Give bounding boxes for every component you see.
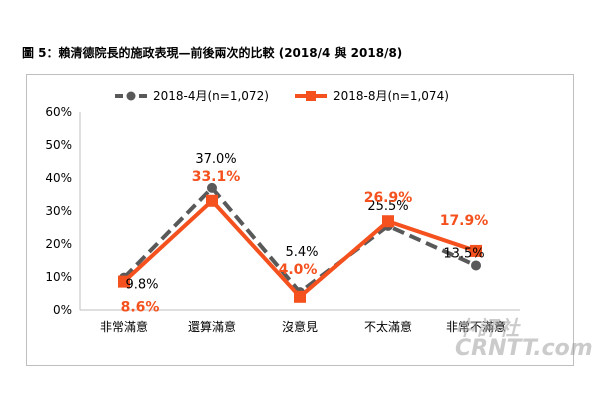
watermark-top: 中評社 [455, 316, 521, 340]
x-tick-label: 不太滿意 [364, 319, 412, 334]
watermark-bottom: CRNTT.com [455, 336, 593, 361]
data-point-s1 [471, 260, 481, 271]
data-label-s1: 25.5% [367, 199, 408, 214]
data-point-s1 [207, 182, 217, 193]
data-label-s2: 26.9% [364, 190, 413, 206]
data-point-s2 [206, 194, 218, 207]
watermark: 中評社 CRNTT.com [455, 318, 593, 360]
chart-frame [26, 74, 574, 366]
x-tick-label: 非常不滿意 [446, 319, 506, 334]
data-label-s1: 13.5% [443, 246, 484, 261]
x-tick-label: 還算滿意 [188, 319, 236, 334]
legend-marker-1 [126, 91, 136, 101]
legend-marker-2 [306, 91, 316, 101]
y-tick-label: 10% [45, 270, 72, 284]
legend-label-2: 2018-8月(n=1,074) [333, 89, 449, 103]
y-tick-label: 0% [53, 303, 72, 317]
y-tick-label: 30% [45, 204, 72, 218]
data-label-s1: 9.8% [125, 278, 158, 293]
data-label-s2: 33.1% [192, 169, 241, 185]
chart-legend: 2018-4月(n=1,072) 2018-8月(n=1,074) [115, 89, 449, 103]
data-label-s1: 5.4% [285, 245, 318, 260]
x-tick-label: 非常滿意 [100, 319, 148, 334]
data-label-s1: 37.0% [195, 152, 236, 167]
figure-caption: 圖 5：賴清德院長的施政表現—前後兩次的比較 (2018/4 與 2018/8) [22, 46, 403, 60]
chart-data-labels: 9.8% 37.0% 5.4% 25.5% 13.5% 8.6% 33.1% 4.0% 26.9… [121, 152, 489, 316]
data-point-s2 [294, 290, 306, 303]
data-point-s2 [470, 244, 482, 257]
y-tick-label: 60% [45, 105, 72, 119]
chart-series [118, 182, 482, 303]
data-point-s2 [118, 275, 130, 288]
data-point-s2 [382, 215, 394, 228]
y-tick-label: 50% [45, 138, 72, 152]
chart-axes: 0% 10% 20% 30% 40% 50% 60% 非常滿意 還算滿意 沒意見 不太滿意 非常不滿意 [45, 105, 520, 334]
legend-label-1: 2018-4月(n=1,072) [153, 89, 269, 103]
y-tick-label: 40% [45, 171, 72, 185]
y-tick-label: 20% [45, 237, 72, 251]
data-label-s2: 4.0% [279, 262, 318, 278]
data-label-s2: 17.9% [440, 213, 489, 229]
x-tick-label: 沒意見 [282, 319, 318, 334]
data-label-s2: 8.6% [121, 300, 160, 316]
